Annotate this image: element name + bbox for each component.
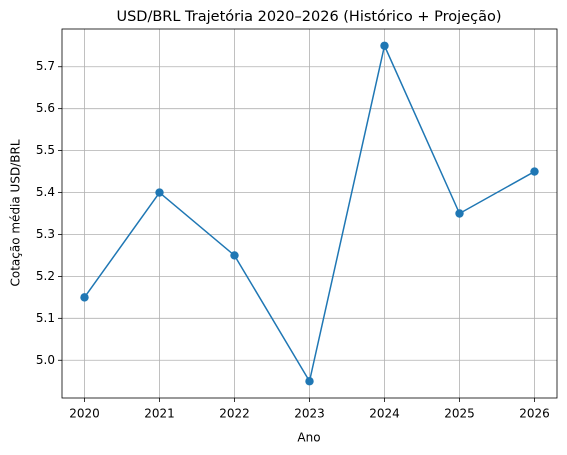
y-tick-label: 5.2 (36, 269, 55, 283)
y-tick-label: 5.3 (36, 227, 55, 241)
y-axis-label: Cotação média USD/BRL (9, 139, 23, 286)
x-tick-label: 2021 (144, 407, 175, 421)
y-tick-label: 5.5 (36, 143, 55, 157)
y-tick-label: 5.0 (36, 353, 55, 367)
plot-frame (61, 28, 558, 399)
point (380, 41, 389, 50)
y-tick-label: 5.4 (36, 185, 55, 199)
x-tick-label: 2023 (294, 407, 325, 421)
point (530, 167, 539, 176)
y-tick-label: 5.7 (36, 59, 55, 73)
x-tick-label: 2026 (519, 407, 550, 421)
point (230, 251, 239, 260)
y-tick-label: 5.1 (36, 311, 55, 325)
point (155, 188, 164, 197)
x-tick-label: 2024 (369, 407, 400, 421)
chart-title: USD/BRL Trajetória 2020–2026 (Histórico … (116, 9, 501, 25)
y-tick-label: 5.6 (36, 101, 55, 115)
x-tick-label: 2025 (444, 407, 475, 421)
x-tick-label: 2020 (69, 407, 100, 421)
x-axis-label: Ano (297, 431, 320, 445)
point (455, 209, 464, 218)
point (80, 293, 89, 302)
x-tick-label: 2022 (219, 407, 250, 421)
point (305, 377, 314, 386)
